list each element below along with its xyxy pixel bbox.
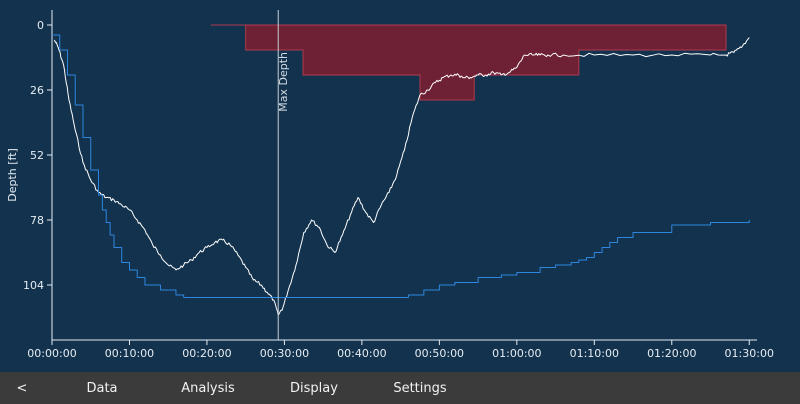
x-tick-label: 01:20:00 — [647, 347, 696, 360]
x-tick-label: 00:10:00 — [105, 347, 154, 360]
y-tick-label: 26 — [30, 84, 44, 97]
series-line-1 — [53, 37, 750, 316]
y-axis-title: Depth [ft] — [6, 148, 19, 202]
tab-data[interactable]: Data — [72, 372, 132, 404]
series-line-2 — [52, 34, 750, 298]
x-tick-label: 01:30:00 — [725, 347, 774, 360]
tab-label-settings: Settings — [393, 380, 447, 396]
chevron-left-icon: < — [16, 380, 28, 396]
bottom-nav-bar: < Data Analysis Display Settings — [0, 372, 800, 404]
max-depth-label: Max Depth — [277, 52, 290, 112]
x-tick-label: 00:40:00 — [337, 347, 386, 360]
y-tick-label: 104 — [23, 279, 44, 292]
back-button[interactable]: < — [0, 372, 44, 404]
depth-chart: 0 26 52 78 104 00:00:00 00:10:00 00:20:00 00:30:… — [6, 10, 774, 360]
x-tick-label: 00:20:00 — [182, 347, 231, 360]
tab-label-display: Display — [290, 380, 338, 396]
area-fill — [210, 24, 727, 101]
y-tick-label: 0 — [37, 19, 44, 32]
y-tick-label: 52 — [30, 149, 44, 162]
tab-analysis[interactable]: Analysis — [172, 372, 244, 404]
x-tick-label: 01:00:00 — [492, 347, 541, 360]
tab-display[interactable]: Display — [280, 372, 348, 404]
tab-label-analysis: Analysis — [181, 380, 235, 396]
x-tick-label: 01:10:00 — [570, 347, 619, 360]
x-tick-label: 00:30:00 — [260, 347, 309, 360]
x-tick-label: 00:00:00 — [27, 347, 76, 360]
x-tick-label: 00:50:00 — [415, 347, 464, 360]
y-tick-label: 78 — [30, 214, 44, 227]
tab-settings[interactable]: Settings — [384, 372, 456, 404]
depth-chart-svg: 0 26 52 78 104 00:00:00 00:10:00 00:20:00 00:30:… — [6, 10, 774, 360]
tab-label-data: Data — [86, 380, 118, 396]
